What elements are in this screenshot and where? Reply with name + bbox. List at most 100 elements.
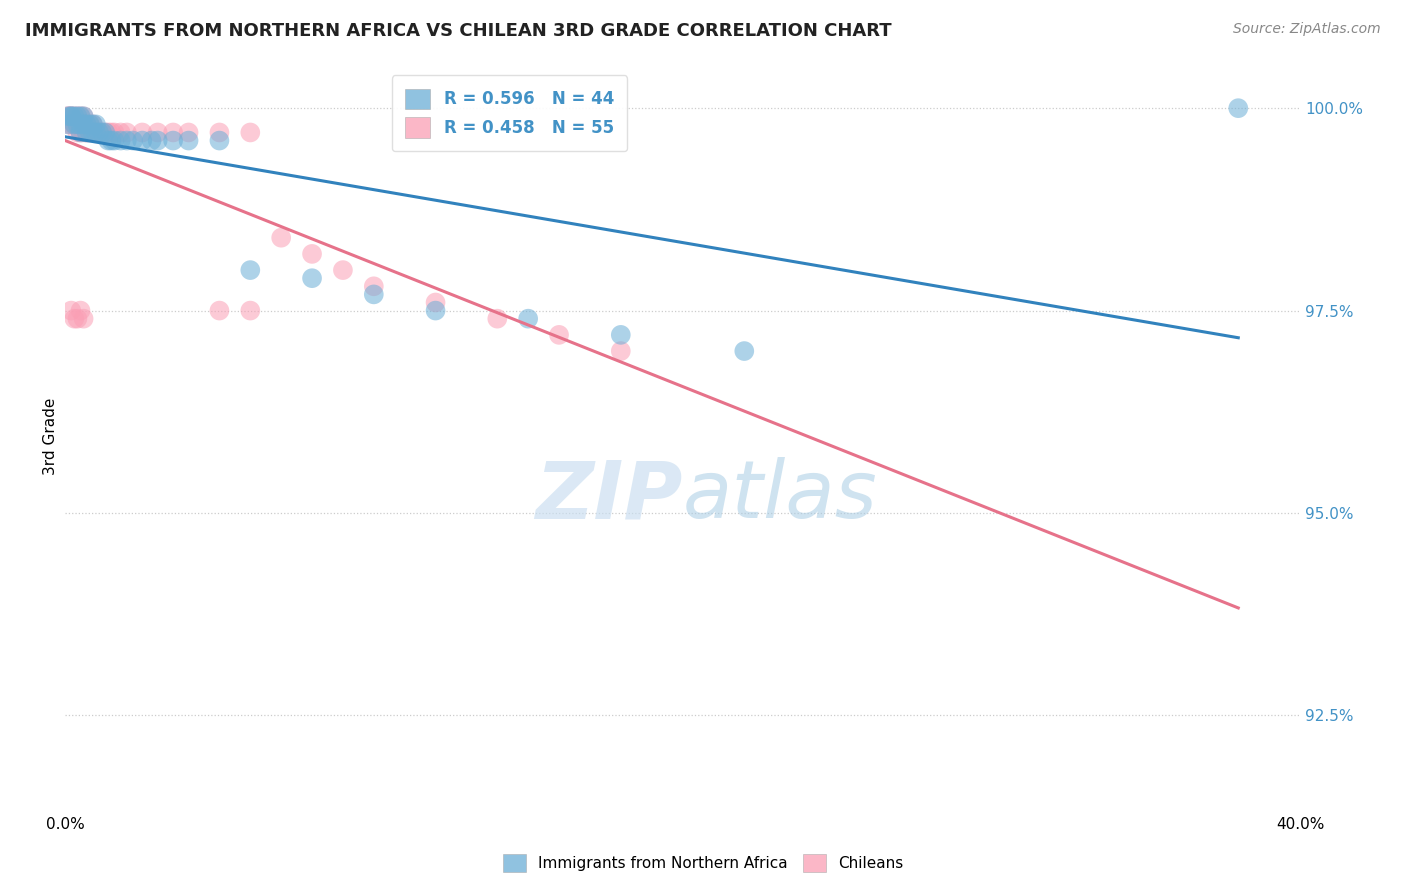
Point	[301, 271, 323, 285]
Point	[146, 134, 169, 148]
Point	[66, 109, 89, 123]
Point	[56, 109, 79, 123]
Point	[425, 295, 447, 310]
Point	[72, 109, 94, 123]
Point	[87, 126, 110, 140]
Point	[82, 117, 104, 131]
Point	[69, 303, 91, 318]
Point	[72, 311, 94, 326]
Point	[66, 311, 89, 326]
Point	[76, 117, 98, 131]
Y-axis label: 3rd Grade: 3rd Grade	[44, 397, 58, 475]
Point	[63, 109, 86, 123]
Point	[72, 109, 94, 123]
Point	[177, 134, 200, 148]
Point	[60, 303, 83, 318]
Point	[239, 126, 262, 140]
Point	[56, 109, 79, 123]
Point	[60, 109, 83, 123]
Point	[733, 344, 755, 359]
Point	[63, 117, 86, 131]
Point	[486, 311, 509, 326]
Point	[610, 344, 633, 359]
Point	[69, 109, 91, 123]
Text: ZIP: ZIP	[536, 458, 682, 535]
Point	[56, 109, 79, 123]
Point	[84, 126, 107, 140]
Point	[76, 126, 98, 140]
Point	[208, 303, 231, 318]
Point	[69, 109, 91, 123]
Point	[63, 117, 86, 131]
Text: atlas: atlas	[682, 458, 877, 535]
Point	[94, 126, 117, 140]
Point	[84, 117, 107, 131]
Text: IMMIGRANTS FROM NORTHERN AFRICA VS CHILEAN 3RD GRADE CORRELATION CHART: IMMIGRANTS FROM NORTHERN AFRICA VS CHILE…	[25, 22, 891, 40]
Point	[91, 126, 114, 140]
Point	[177, 126, 200, 140]
Point	[103, 126, 125, 140]
Point	[79, 117, 101, 131]
Point	[63, 109, 86, 123]
Point	[82, 117, 104, 131]
Point	[301, 247, 323, 261]
Point	[76, 126, 98, 140]
Point	[1227, 101, 1250, 115]
Point	[60, 117, 83, 131]
Point	[97, 134, 120, 148]
Point	[115, 126, 138, 140]
Point	[208, 126, 231, 140]
Point	[66, 117, 89, 131]
Point	[91, 126, 114, 140]
Point	[100, 134, 122, 148]
Point	[76, 117, 98, 131]
Point	[517, 311, 540, 326]
Point	[131, 126, 153, 140]
Point	[69, 117, 91, 131]
Point	[63, 311, 86, 326]
Point	[87, 126, 110, 140]
Point	[66, 117, 89, 131]
Point	[548, 327, 571, 342]
Point	[82, 126, 104, 140]
Point	[162, 126, 184, 140]
Point	[79, 126, 101, 140]
Point	[79, 126, 101, 140]
Point	[115, 134, 138, 148]
Point	[56, 117, 79, 131]
Point	[94, 126, 117, 140]
Point	[146, 126, 169, 140]
Point	[103, 134, 125, 148]
Point	[332, 263, 354, 277]
Point	[60, 109, 83, 123]
Legend: Immigrants from Northern Africa, Chileans: Immigrants from Northern Africa, Chilean…	[495, 846, 911, 880]
Point	[110, 126, 132, 140]
Point	[110, 134, 132, 148]
Point	[76, 126, 98, 140]
Point	[72, 117, 94, 131]
Point	[270, 230, 292, 244]
Point	[208, 134, 231, 148]
Point	[84, 126, 107, 140]
Point	[60, 109, 83, 123]
Point	[131, 134, 153, 148]
Point	[141, 134, 163, 148]
Point	[69, 126, 91, 140]
Point	[66, 126, 89, 140]
Point	[72, 117, 94, 131]
Point	[610, 327, 633, 342]
Point	[82, 126, 104, 140]
Point	[72, 126, 94, 140]
Point	[363, 279, 385, 293]
Text: Source: ZipAtlas.com: Source: ZipAtlas.com	[1233, 22, 1381, 37]
Point	[79, 117, 101, 131]
Point	[363, 287, 385, 301]
Point	[239, 303, 262, 318]
Legend: R = 0.596   N = 44, R = 0.458   N = 55: R = 0.596 N = 44, R = 0.458 N = 55	[392, 76, 627, 151]
Point	[425, 303, 447, 318]
Point	[100, 126, 122, 140]
Point	[239, 263, 262, 277]
Point	[63, 117, 86, 131]
Point	[97, 126, 120, 140]
Point	[69, 117, 91, 131]
